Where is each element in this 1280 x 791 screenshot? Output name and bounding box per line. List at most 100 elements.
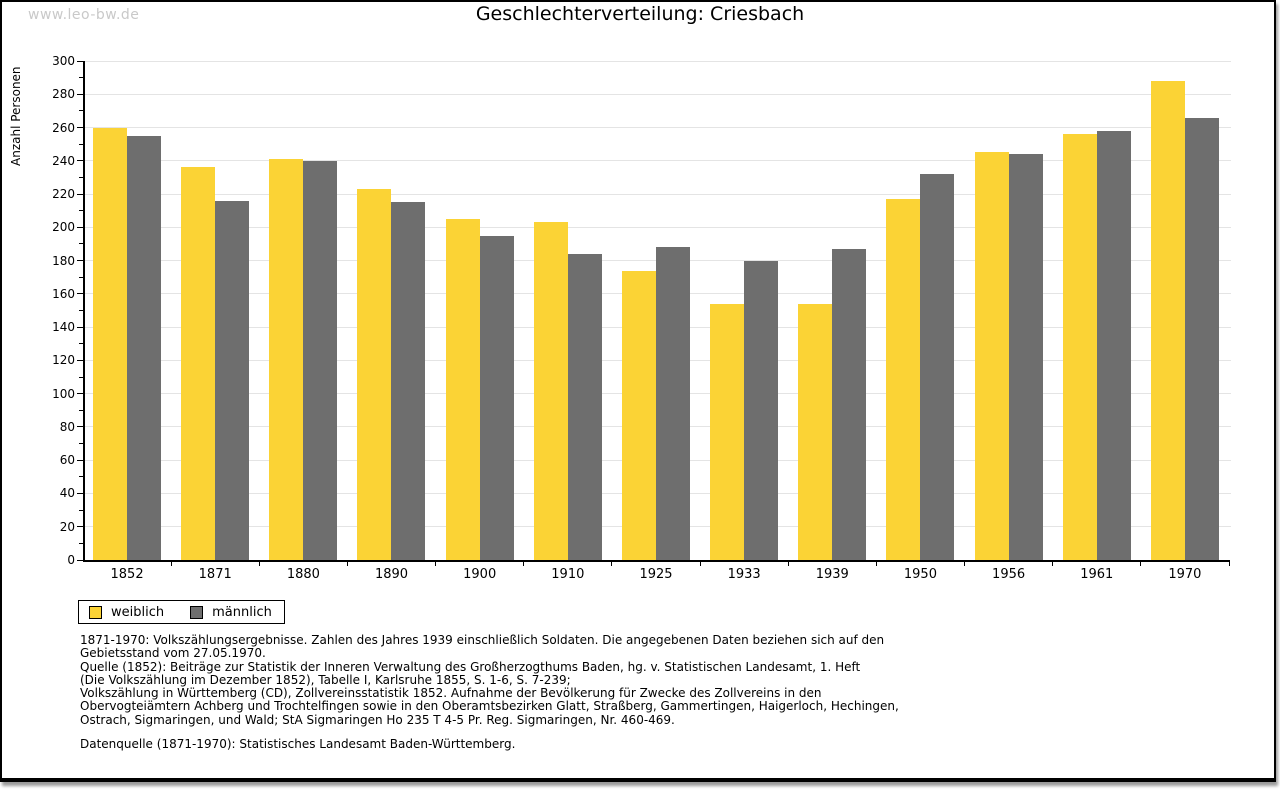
männlich-swatch-icon [190,605,204,619]
x-axis-label: 1925 [639,567,673,582]
y-axis-tick [77,160,83,162]
x-axis-label: 1961 [1080,567,1114,582]
x-axis-label: 1900 [463,567,497,582]
y-axis-tick [77,426,83,428]
legend-label-weiblich: weiblich [111,604,165,620]
y-axis-tick-label: 20 [59,519,75,534]
y-axis-tick-label: 220 [52,187,75,202]
bar-weiblich-1910 [533,222,568,560]
y-axis-tick-label: 100 [52,386,75,401]
footer-notes: 1871-1970: Volkszählungsergebnisse. Zahl… [80,633,1180,752]
y-axis-tick-label: 120 [52,353,75,368]
y-axis-tick [79,77,83,79]
y-axis-tick-label: 240 [52,153,75,168]
bar-männlich-1939 [832,248,867,560]
y-axis-tick [77,226,83,228]
bar-weiblich-1950 [886,199,921,560]
gridline [85,193,1231,195]
y-axis-tick [79,110,83,112]
bar-männlich-1880 [303,160,338,560]
y-axis-tick [77,260,83,262]
footnote-line: Volkszählung in Württemberg (CD), Zollve… [80,686,822,701]
x-axis-tick [699,561,701,566]
x-axis-tick [170,561,172,566]
x-axis-tick [523,561,525,566]
y-axis-tick-label: 80 [59,419,75,434]
gridline [85,93,1231,95]
y-axis-tick [79,276,83,278]
bar-weiblich-1871 [181,167,216,560]
x-axis-label: 1950 [903,567,937,582]
bar-männlich-1956 [1008,154,1043,560]
y-axis-tick [79,409,83,411]
data-source-line: Datenquelle (1871-1970): Statistisches L… [80,737,516,752]
y-axis-tick-label: 260 [52,120,75,135]
y-axis-tick [79,176,83,178]
y-axis-tick [79,542,83,544]
legend-label-männlich: männlich [212,604,272,620]
bar-männlich-1970 [1184,117,1219,560]
y-axis-tick [79,476,83,478]
x-axis-label: 1970 [1168,567,1202,582]
bar-männlich-1900 [479,235,514,560]
bar-männlich-1950 [920,174,955,560]
y-axis-tick [77,193,83,195]
bar-weiblich-1933 [710,303,745,560]
x-axis-label: 1852 [110,567,144,582]
x-axis-label: 1939 [815,567,849,582]
bar-männlich-1890 [391,202,426,560]
y-axis-tick [77,492,83,494]
bar-männlich-1933 [744,260,779,560]
bar-weiblich-1890 [357,189,392,560]
y-axis-tick [79,143,83,145]
x-axis-label: 1933 [727,567,761,582]
x-axis-label: 1956 [992,567,1026,582]
footnote-line: Gebietsstand vom 27.05.1970. [80,646,266,661]
y-axis-tick [79,343,83,345]
y-axis-tick-label: 160 [52,286,75,301]
bar-weiblich-1925 [621,270,656,560]
gridline [85,127,1231,129]
y-axis-tick [79,243,83,245]
y-axis-tick [77,459,83,461]
y-axis-tick [77,326,83,328]
x-axis-tick [435,561,437,566]
x-axis-label: 1890 [374,567,409,582]
y-axis-tick [77,127,83,129]
bar-männlich-1910 [567,253,602,560]
y-axis-tick [77,393,83,395]
y-axis-tick [79,376,83,378]
y-axis-tick-label: 300 [52,54,75,68]
gridline [85,60,1231,62]
x-axis-label: 1880 [286,567,320,582]
y-axis-tick-label: 0 [67,553,75,567]
y-axis-tick [77,93,83,95]
bar-weiblich-1961 [1062,134,1097,560]
x-axis-tick [1052,561,1054,566]
bar-weiblich-1956 [974,152,1009,560]
bar-männlich-1871 [215,200,250,560]
y-axis-line [83,61,85,562]
y-axis-tick-label: 60 [59,453,75,468]
bar-weiblich-1970 [1150,80,1185,560]
x-axis-tick [875,561,877,566]
weiblich-swatch-icon [89,605,102,619]
y-axis-tick [79,310,83,311]
x-axis-tick [258,561,260,566]
watermark: www.leo-bw.de [28,7,140,23]
footnote-line: (Die Volkszählung im Dezember 1852), Tab… [80,672,571,687]
y-axis-tick [77,559,83,561]
footnote-line: 1871-1970: Volkszählungsergebnisse. Zahl… [80,633,885,647]
gridline [85,226,1231,228]
bar-männlich-1852 [127,135,161,560]
x-axis-tick [346,561,348,566]
x-axis-label: 1910 [551,567,585,582]
x-axis-line [83,560,1230,562]
y-axis-tick-label: 200 [52,220,75,235]
y-axis-tick [77,526,83,528]
x-axis-tick [964,561,966,566]
x-axis-tick [611,561,613,566]
y-axis-tick-label: 40 [59,486,75,501]
y-axis-tick-label: 140 [52,320,75,335]
